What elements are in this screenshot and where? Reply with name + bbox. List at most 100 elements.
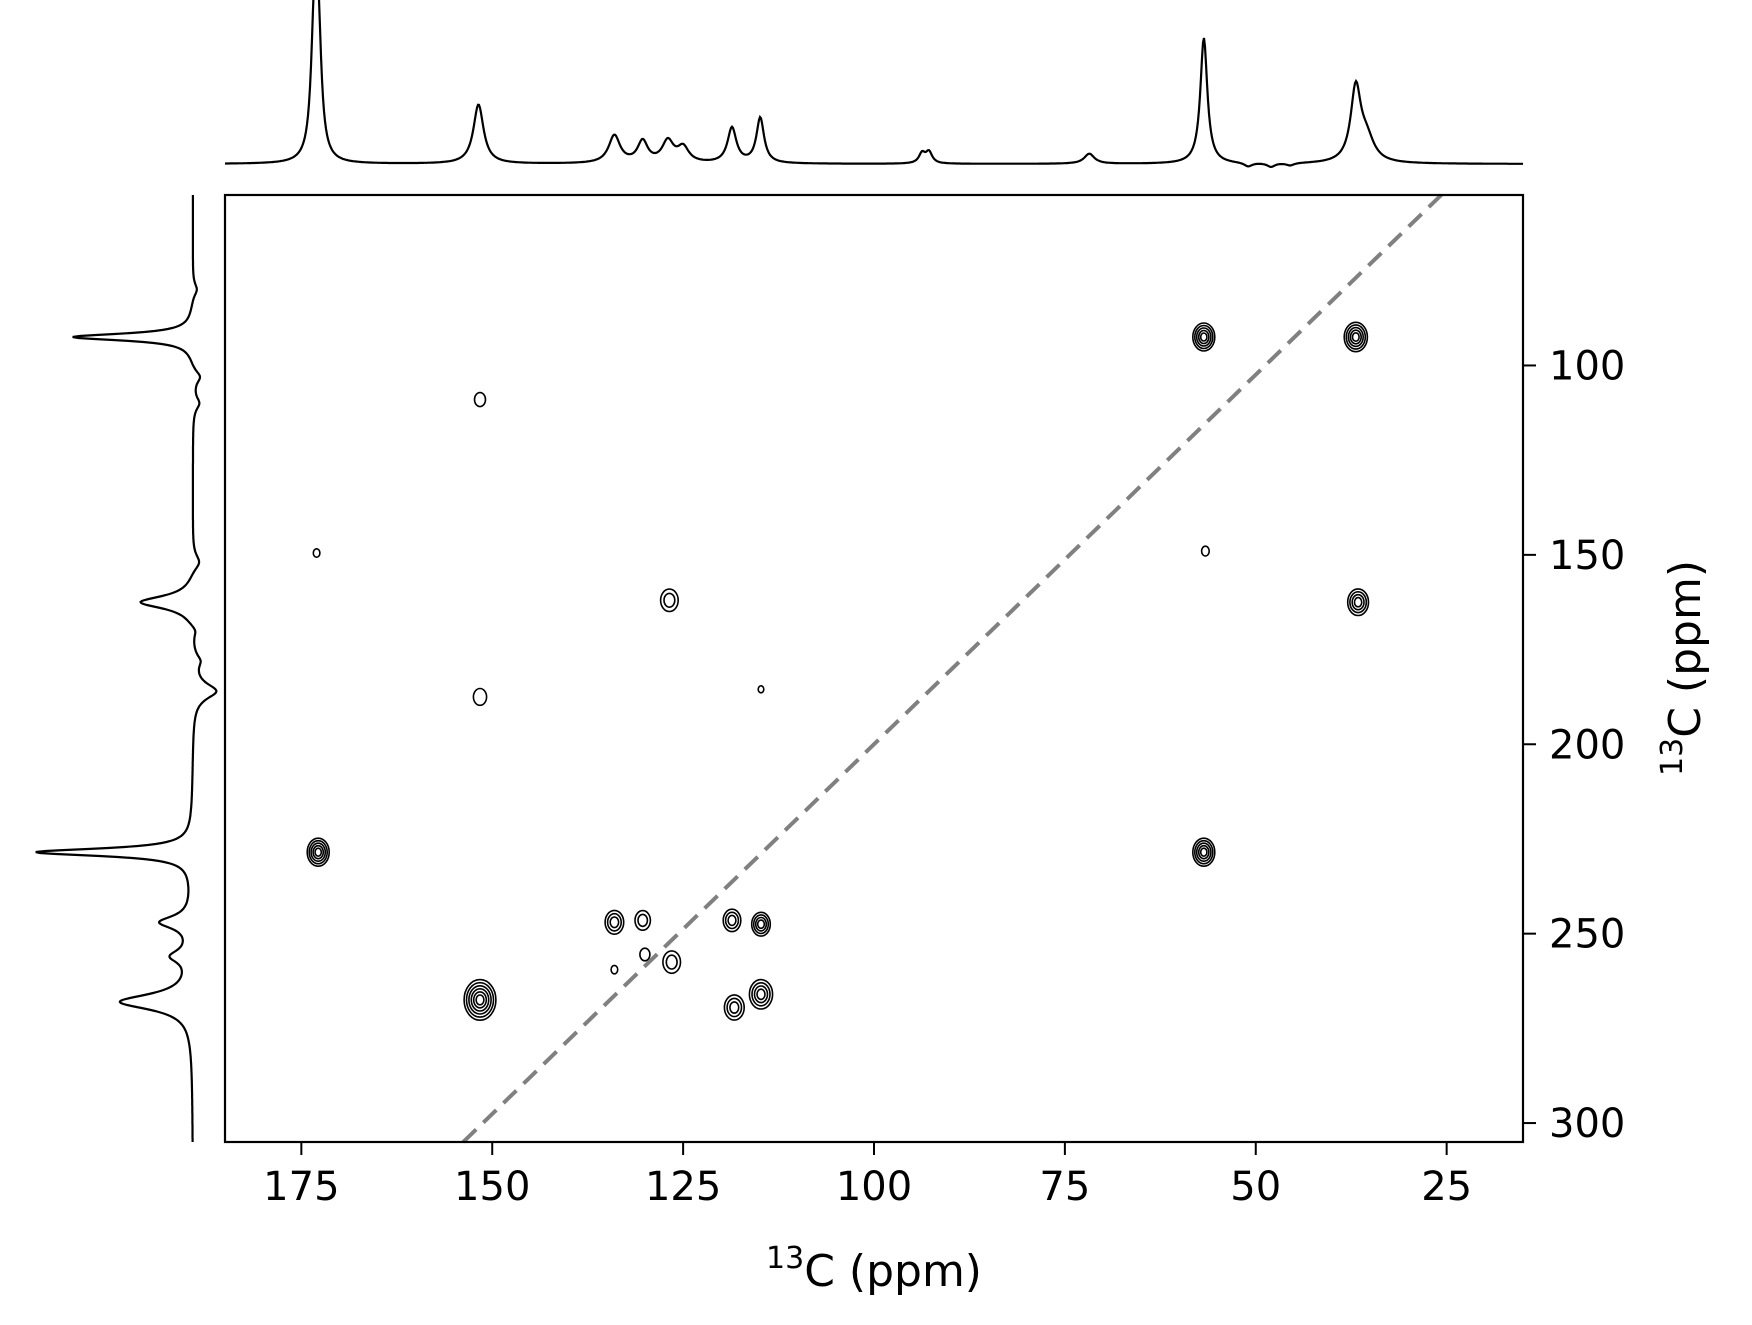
contour-level [1351,593,1365,611]
left-projection-spectrum [35,195,218,1142]
contour-level [308,839,329,865]
contour-level [1192,322,1216,352]
contour-level [662,950,682,975]
y-tick-label: 250 [1549,912,1625,958]
x-tick-label: 100 [836,1164,912,1210]
contour-level [609,916,620,929]
cross-peak [634,909,652,932]
contour-level [1199,847,1208,858]
contour-level [754,916,768,932]
cross-peak [306,837,331,868]
cross-peak [312,547,321,558]
contour-level [726,997,743,1018]
contour-level [1200,545,1210,557]
contour-level [659,588,680,613]
contour-level [753,985,769,1004]
contour-level [312,547,321,558]
contour-level [465,981,495,1018]
contour-level [748,978,774,1010]
contour-level [1343,321,1369,353]
contour-level [634,909,652,932]
contour-level [639,947,651,962]
y-tick-label: 100 [1549,343,1625,389]
cross-peak [1200,545,1210,557]
contour-level [475,994,485,1006]
contour-level [1199,332,1208,342]
contour-level [1351,331,1360,342]
contour-level [727,914,737,927]
contour-level [1194,839,1214,865]
contour-level [1194,324,1214,350]
contour-level [665,954,678,970]
cross-peak [604,909,625,935]
x-axis-ticks: 175 150 125 100 75 50 25 [263,1142,1472,1210]
cross-peak [463,978,497,1022]
contour-level [468,985,492,1015]
contour-level [1347,326,1365,348]
cross-peak [723,994,745,1021]
cross-peak [722,908,742,933]
cross-peak [639,947,651,962]
x-tick-label: 75 [1039,1164,1090,1210]
contour-level [1345,324,1367,350]
contour-level [729,1001,740,1014]
contour-level [1195,842,1212,863]
contour-level [637,913,649,928]
contour-level [472,991,488,1009]
contour-level [722,908,742,933]
contour-level [1349,329,1363,345]
y-axis-ticks: 100 150 200 250 300 [1523,343,1625,1147]
contour-level [1197,844,1210,860]
contour-level [472,687,488,707]
cross-peak [473,391,487,408]
cross-peak [1192,322,1216,352]
y-axis-label: 13C (ppm) [1655,560,1711,776]
cross-peak [1346,588,1370,617]
y-tick-label: 150 [1549,533,1625,579]
contour-level [463,978,497,1022]
cross-peak [472,687,488,707]
contour-level [663,592,676,608]
y-tick-label: 300 [1549,1101,1625,1147]
cross-peak [662,950,682,975]
contour-level [756,919,766,930]
contour-level [1346,588,1370,617]
contour-level [750,911,772,937]
contour-level [470,988,490,1012]
cross-peak-contours [306,321,1370,1022]
x-tick-label: 50 [1230,1164,1281,1210]
contour-level [757,684,765,694]
cross-peak [1343,321,1369,353]
cross-peak [748,978,774,1010]
cross-peak [757,684,765,694]
contour-level [756,988,766,1001]
contour-level [723,994,745,1021]
contour-level [314,847,323,858]
cross-peak [659,588,680,613]
contour-level [752,914,770,935]
contour-level [312,844,325,860]
diagonal-dashed-line [461,193,1443,1144]
cross-peak [1192,837,1216,868]
contour-level [473,391,487,408]
contour-level [604,909,625,935]
contour-level [751,981,771,1007]
x-axis-label: 13C (ppm) [766,1241,982,1297]
contour-level [1192,837,1216,868]
x-tick-label: 25 [1421,1164,1472,1210]
contour-level [1353,596,1363,608]
y-tick-label: 200 [1549,722,1625,768]
contour-level [310,842,327,863]
x-tick-label: 125 [645,1164,721,1210]
cross-peak [610,964,619,975]
contour-level [1349,590,1368,614]
contour-level [606,912,623,932]
x-tick-label: 150 [454,1164,530,1210]
top-projection-spectrum [225,0,1523,169]
cross-peak [750,911,772,937]
contour-level [1197,329,1210,345]
x-tick-label: 175 [263,1164,339,1210]
contour-level [724,911,740,930]
